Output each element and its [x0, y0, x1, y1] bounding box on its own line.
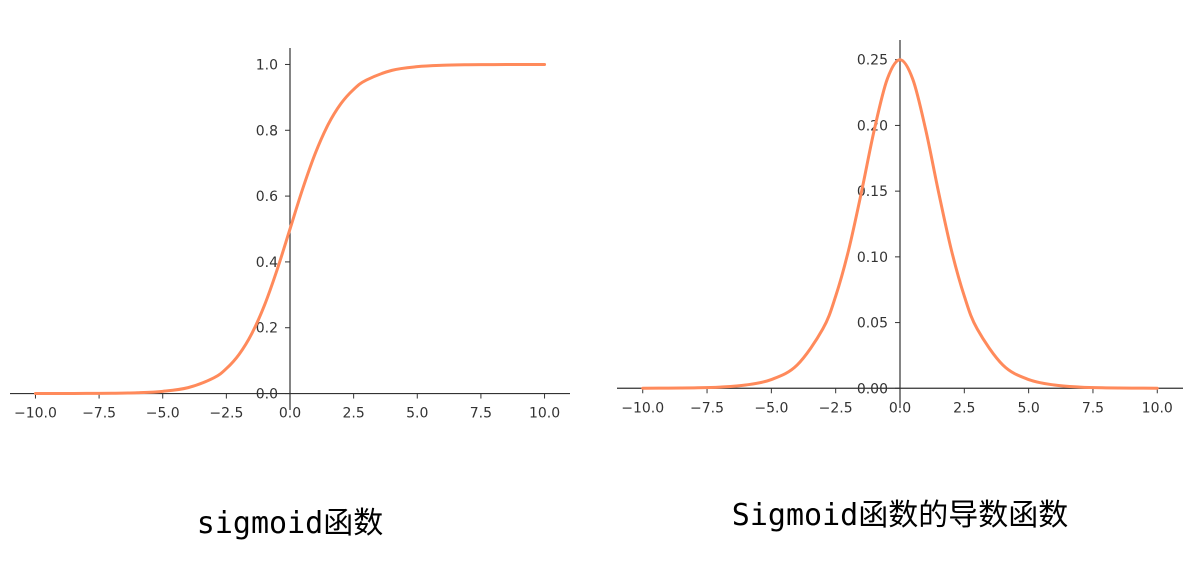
sigmoid-chart: −10.0 −7.5 −5.0 −2.5 0.0 2.5 5.0 7.5 10.0 0.0 0.2 0… — [10, 48, 570, 422]
sigmoid-caption: sigmoid函数 — [197, 506, 383, 541]
x-tick-label: 0.0 — [889, 400, 911, 416]
y-tick-label: 0.05 — [857, 316, 888, 332]
x-tick-label: −5.0 — [146, 406, 180, 422]
y-tick-label: 0.25 — [857, 53, 888, 69]
y-tick-label: 0.10 — [857, 250, 888, 266]
sigmoid-derivative-caption: Sigmoid函数的导数函数 — [732, 498, 1068, 533]
sigmoid-derivative-chart: −10.0 −7.5 −5.0 −2.5 0.0 2.5 5.0 7.5 10.0 0.00 0.0… — [617, 40, 1183, 416]
x-tick-label: 7.5 — [470, 406, 492, 422]
y-tick-label: 0.0 — [256, 387, 278, 403]
derivative-curve — [641, 58, 1159, 390]
y-tick-label: 0.4 — [256, 255, 278, 271]
x-tick-label: 2.5 — [953, 400, 975, 416]
x-tick-label: −2.5 — [819, 400, 853, 416]
y-tick-label: 1.0 — [256, 57, 278, 73]
x-tick-label: −5.0 — [754, 400, 788, 416]
x-tick-label: −7.5 — [690, 400, 724, 416]
sigmoid-curve — [33, 62, 547, 396]
x-tick-label: −2.5 — [209, 406, 243, 422]
y-tick-label: 0.20 — [857, 118, 888, 134]
x-tick-label: 5.0 — [406, 406, 428, 422]
x-tick-label: −10.0 — [621, 400, 664, 416]
y-tick-label: 0.2 — [256, 321, 278, 337]
x-tick-label: 0.0 — [279, 406, 301, 422]
y-tick-label: 0.6 — [256, 189, 278, 205]
x-tick-label: 7.5 — [1082, 400, 1104, 416]
x-tick-label: −7.5 — [82, 406, 116, 422]
y-tick-label: 0.8 — [256, 123, 278, 139]
x-tick-label: −10.0 — [14, 406, 57, 422]
x-tick-label: 10.0 — [1142, 400, 1173, 416]
x-tick-label: 5.0 — [1018, 400, 1040, 416]
y-tick-label: 0.15 — [857, 184, 888, 200]
x-tick-label: 10.0 — [529, 406, 560, 422]
x-tick-label: 2.5 — [343, 406, 365, 422]
y-tick-label: 0.00 — [857, 381, 888, 397]
